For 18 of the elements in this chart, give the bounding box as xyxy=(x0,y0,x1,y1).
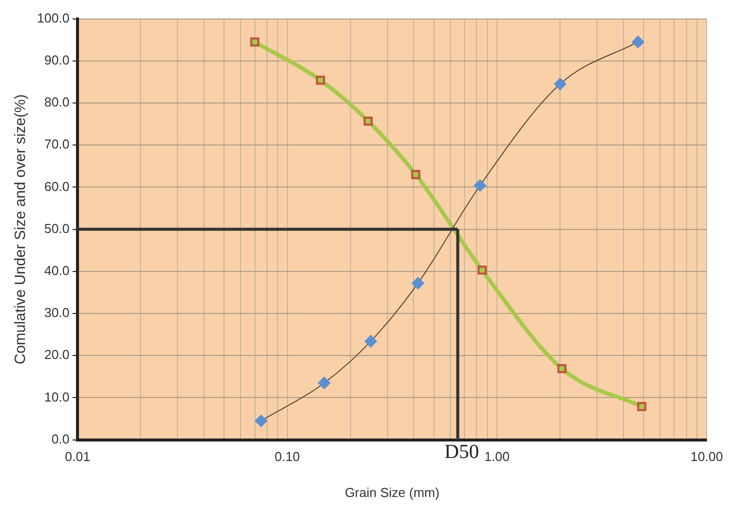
y-tick-label: 50.0 xyxy=(44,220,70,236)
y-tick-label: 10.0 xyxy=(44,389,70,404)
x-tick-label: 0.01 xyxy=(64,449,90,464)
y-axis-title: Comulative Under Size and over size(%) xyxy=(12,94,30,364)
x-tick-label: 1.00 xyxy=(484,449,510,464)
x-axis-title: Grain Size (mm) xyxy=(344,484,440,500)
y-tick-label: 100.0 xyxy=(36,10,70,26)
x-tick-label: 10.00 xyxy=(690,449,724,464)
y-tick-label: 70.0 xyxy=(44,136,70,152)
y-tick-label: 0.0 xyxy=(51,431,70,446)
y-tick-label: 90.0 xyxy=(44,52,70,68)
ref-line-label: D50 xyxy=(444,441,479,464)
y-tick-label: 80.0 xyxy=(44,94,70,110)
y-tick-label: 20.0 xyxy=(44,347,70,362)
y-tick-label: 30.0 xyxy=(44,305,70,320)
y-tick-label: 40.0 xyxy=(44,262,70,278)
x-tick-label: 0.10 xyxy=(274,449,300,464)
y-tick-label: 60.0 xyxy=(44,178,70,194)
